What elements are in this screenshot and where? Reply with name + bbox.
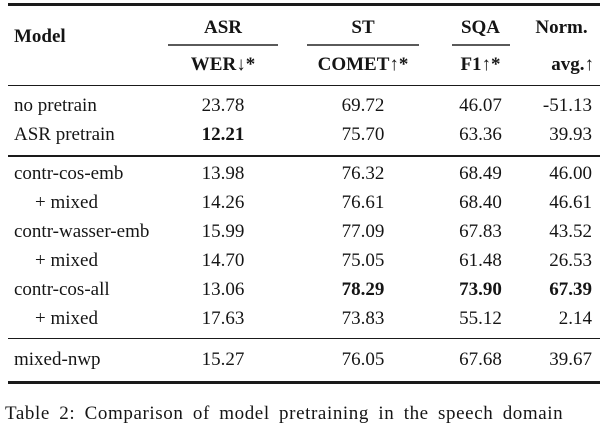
value-cell: 77.09 [341, 221, 385, 242]
value-cell: 75.70 [341, 123, 385, 145]
value-cell: 15.27 [201, 348, 245, 370]
section-rule [8, 155, 600, 157]
group-underline [451, 44, 510, 46]
column-group-st: ST [288, 6, 438, 46]
table-section-2: mixed-nwp 15.27 76.05 67.68 39.67 [8, 339, 600, 381]
column-group-asr: ASR [158, 6, 288, 46]
value-cell: 13.06 [201, 279, 245, 300]
bottom-rule [8, 381, 600, 384]
table-row: mixed-nwp 15.27 76.05 67.68 39.67 [8, 345, 600, 374]
value-cell: 76.32 [341, 163, 385, 184]
table-row: contr-wasser-emb 15.99 77.09 67.83 43.52 [8, 218, 600, 247]
model-cell: mixed-nwp [14, 348, 101, 370]
metric-header-1: COMET↑* [317, 54, 409, 75]
value-cell: 76.05 [341, 348, 385, 370]
metrics-row: WER↓* COMET↑* F1↑* avg.↑ [158, 46, 600, 85]
value-cell: -51.13 [542, 94, 592, 116]
value-cell: 68.49 [459, 163, 502, 184]
group-underline [307, 44, 419, 46]
value-cell: 73.83 [341, 308, 385, 329]
header-rule [8, 84, 600, 86]
group-label: ST [351, 17, 375, 39]
value-cell: 55.12 [459, 308, 502, 329]
model-cell: contr-cos-emb [14, 163, 124, 184]
value-cell: 13.98 [201, 163, 245, 184]
value-cell: 63.36 [459, 123, 502, 145]
model-cell: + mixed [35, 308, 98, 329]
column-group-sqa: SQA [438, 6, 523, 46]
value-cell: 46.00 [549, 163, 592, 184]
model-cell: + mixed [35, 250, 98, 271]
value-cell: 17.63 [201, 308, 245, 329]
metric-header-2: F1↑* [460, 54, 501, 75]
top-rule [8, 3, 600, 6]
table-caption: Table 2: Comparison of model pretraining… [5, 403, 564, 424]
table-header: Model ASR ST SQA Norm. WER↓* COMET↑* F1↑* avg.… [8, 6, 600, 85]
value-cell: 67.83 [459, 221, 502, 242]
value-cell: 68.40 [459, 192, 502, 213]
model-cell: no pretrain [14, 94, 97, 116]
table-row: + mixed 17.63 73.83 55.12 2.14 [8, 305, 600, 334]
model-cell: ASR pretrain [14, 123, 115, 145]
model-cell: contr-wasser-emb [14, 221, 150, 242]
metric-header-0: WER↓* [190, 54, 256, 75]
group-label: ASR [203, 17, 242, 39]
group-label: SQA [460, 17, 501, 39]
value-cell: 39.67 [549, 348, 592, 370]
value-cell: 39.93 [549, 123, 592, 145]
value-cell: 67.39 [549, 279, 592, 300]
value-cell: 67.68 [459, 348, 502, 370]
header-right: ASR ST SQA Norm. WER↓* COMET↑* F1↑* avg.↑ [158, 6, 600, 85]
model-cell: + mixed [35, 192, 98, 213]
table-body: no pretrain 23.78 69.72 46.07 -51.13 ASR pret… [8, 86, 600, 381]
value-cell: 14.70 [201, 250, 245, 271]
value-cell: 75.05 [341, 250, 385, 271]
value-cell: 78.29 [341, 279, 385, 300]
table-row: no pretrain 23.78 69.72 46.07 -51.13 [8, 91, 600, 120]
table-section-0: no pretrain 23.78 69.72 46.07 -51.13 ASR pret… [8, 86, 600, 155]
group-underline [168, 44, 278, 46]
value-cell: 76.61 [341, 192, 385, 213]
results-table: Model ASR ST SQA Norm. WER↓* COMET↑* F1↑* avg.… [8, 3, 600, 384]
column-group-norm: Norm. [523, 6, 600, 46]
group-label: Norm. [535, 17, 588, 39]
table-row: contr-cos-all 13.06 78.29 73.90 67.39 [8, 276, 600, 305]
value-cell: 2.14 [558, 308, 592, 329]
table-row: ASR pretrain 12.21 75.70 63.36 39.93 [8, 120, 600, 149]
value-cell: 61.48 [459, 250, 502, 271]
table-row: contr-cos-emb 13.98 76.32 68.49 46.00 [8, 160, 600, 189]
model-column-header: Model [14, 26, 66, 47]
value-cell: 15.99 [201, 221, 245, 242]
value-cell: 46.07 [459, 94, 502, 116]
metric-header-3: avg.↑ [551, 54, 594, 75]
value-cell: 43.52 [549, 221, 592, 242]
table-row: + mixed 14.26 76.61 68.40 46.61 [8, 189, 600, 218]
value-cell: 46.61 [549, 192, 592, 213]
value-cell: 14.26 [201, 192, 245, 213]
value-cell: 69.72 [341, 94, 385, 116]
value-cell: 26.53 [549, 250, 592, 271]
column-groups-row: ASR ST SQA Norm. [158, 6, 600, 46]
table-section-1: contr-cos-emb 13.98 76.32 68.49 46.00 + mixed… [8, 157, 600, 338]
value-cell: 23.78 [201, 94, 245, 116]
table-row: + mixed 14.70 75.05 61.48 26.53 [8, 247, 600, 276]
value-cell: 12.21 [201, 123, 245, 145]
value-cell: 73.90 [459, 279, 502, 300]
model-cell: contr-cos-all [14, 279, 110, 300]
section-rule [8, 337, 600, 339]
